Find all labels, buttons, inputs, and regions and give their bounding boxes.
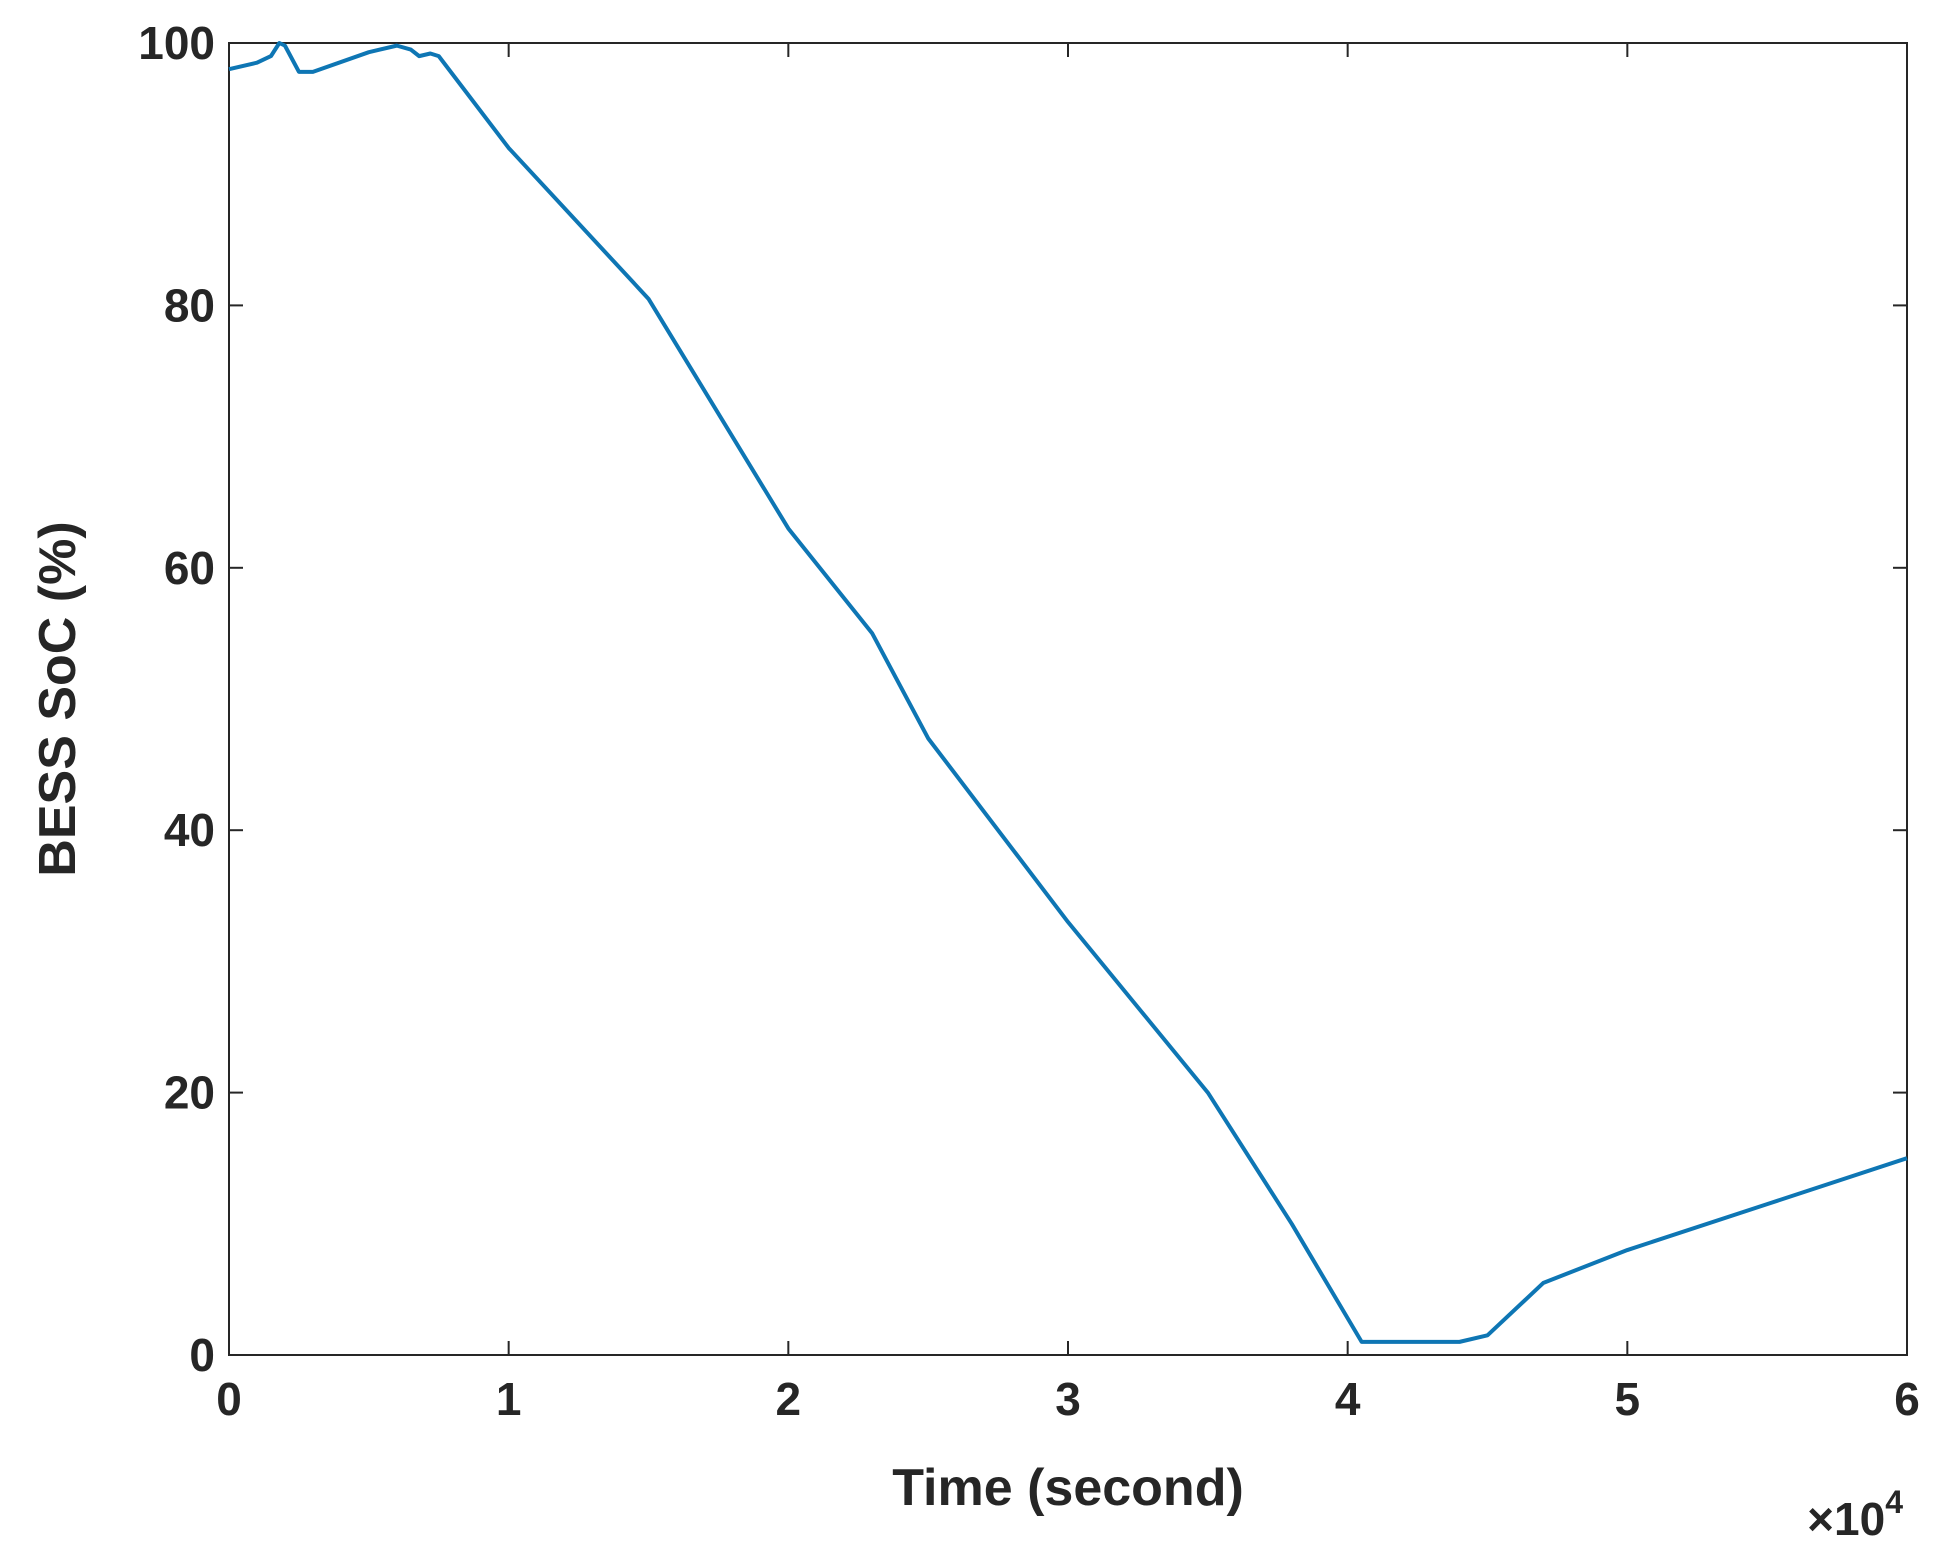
x-tick-label: 0 <box>216 1373 242 1425</box>
y-tick-label: 40 <box>164 804 215 856</box>
y-tick-label: 0 <box>189 1329 215 1381</box>
y-tick-label: 80 <box>164 279 215 331</box>
plot-frame <box>228 42 1908 1356</box>
y-tick-label: 100 <box>138 17 215 69</box>
data-line <box>228 41 1908 1344</box>
x-tick-label: 5 <box>1615 1373 1641 1425</box>
y-axis-label: BESS SoC (%) <box>29 521 87 876</box>
x-tick-label: 2 <box>776 1373 802 1425</box>
y-tick-label: 20 <box>164 1067 215 1119</box>
x-tick-label: 1 <box>496 1373 522 1425</box>
multiplier-exponent: 4 <box>1885 1484 1903 1520</box>
x-multiplier: ×104 <box>1807 1484 1903 1545</box>
x-tick-label: 4 <box>1335 1373 1361 1425</box>
x-axis-label: Time (second) <box>892 1459 1244 1517</box>
multiplier-base: ×10 <box>1807 1493 1885 1545</box>
y-tick-label: 60 <box>164 542 215 594</box>
x-tick-label: 3 <box>1055 1373 1081 1425</box>
x-tick-label: 6 <box>1894 1373 1920 1425</box>
